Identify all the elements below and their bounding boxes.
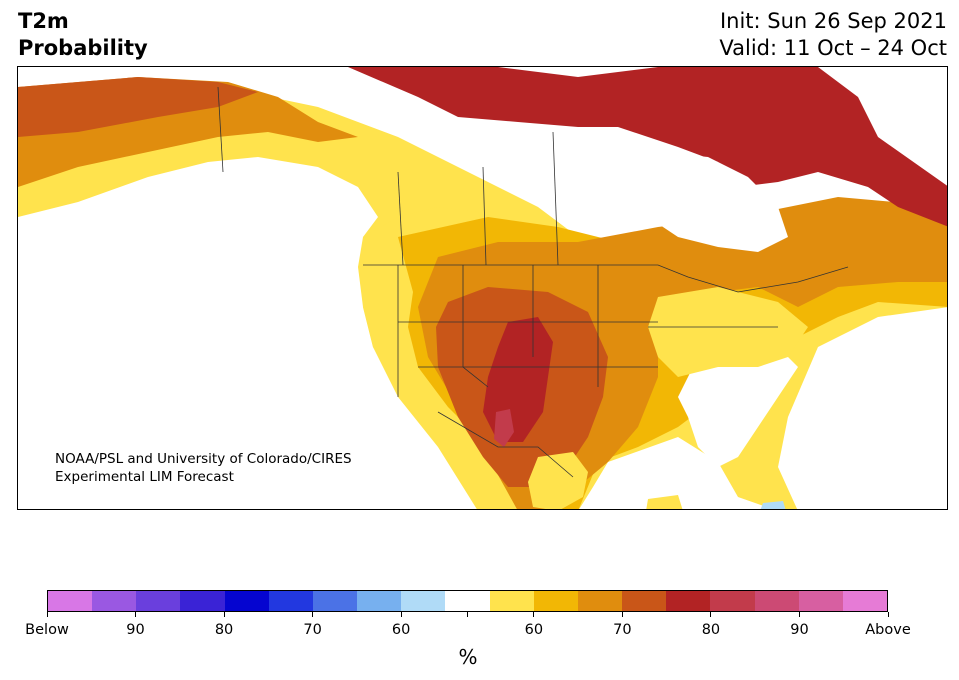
colorbar-tick-label: 90 xyxy=(126,622,145,638)
colorbar-segment xyxy=(798,591,843,611)
colorbar-segment xyxy=(754,591,799,611)
colorbar-tick-label: 80 xyxy=(701,622,721,638)
colorbar-segment xyxy=(48,591,93,611)
political-borders xyxy=(217,86,849,478)
colorbar-tick xyxy=(533,612,535,617)
colorbar-segment xyxy=(489,591,534,611)
caribbean-blue xyxy=(760,501,786,509)
map-title: T2m Probability xyxy=(18,8,148,62)
colorbar-tick-label: 80 xyxy=(214,622,234,638)
colorbar-tick xyxy=(400,612,402,617)
colorbar-tick xyxy=(710,612,712,617)
credit-line-2: Experimental LIM Forecast xyxy=(55,469,234,485)
colorbar-segment xyxy=(357,591,402,611)
colorbar-tick-label: 70 xyxy=(613,622,632,638)
map-panel xyxy=(17,66,948,510)
colorbar-tick-label: 60 xyxy=(391,622,411,638)
colorbar-segment xyxy=(533,591,578,611)
colorbar-tick xyxy=(312,612,314,617)
colorbar-segment xyxy=(92,591,137,611)
probability-map xyxy=(18,67,947,509)
colorbar-segment xyxy=(577,591,623,611)
colorbar-tick xyxy=(46,612,48,617)
southwest-red-core xyxy=(483,317,553,442)
colorbar-tick-label: 90 xyxy=(790,622,809,638)
colorbar-tick xyxy=(467,612,468,617)
map-credit: NOAA/PSL and University of Colorado/CIRE… xyxy=(55,450,352,486)
valid-dates: Valid: 11 Oct – 24 Oct xyxy=(719,36,947,60)
pacific-white xyxy=(18,157,507,509)
init-date: Init: Sun 26 Sep 2021 xyxy=(719,9,947,33)
probability-colorbar xyxy=(47,590,888,612)
colorbar-segment xyxy=(224,591,269,611)
gulf-of-mexico xyxy=(579,437,773,509)
caribbean-yellow xyxy=(646,495,683,509)
colorbar-segment xyxy=(136,591,181,611)
forecast-dates: Init: Sun 26 Sep 2021 Valid: 11 Oct – 24… xyxy=(719,8,947,62)
credit-line-1: NOAA/PSL and University of Colorado/CIRE… xyxy=(55,451,352,467)
colorbar-segment xyxy=(666,591,711,611)
atlantic xyxy=(778,307,947,509)
colorbar-segment xyxy=(710,591,755,611)
colorbar-tick xyxy=(223,612,225,617)
colorbar-tick-label: 70 xyxy=(303,622,322,638)
arctic-red xyxy=(348,67,947,227)
colorbar-tick-label: Above xyxy=(865,622,911,638)
colorbar-tick-label: Below xyxy=(25,622,69,638)
title-variable: T2m xyxy=(18,9,69,33)
colorbar-segment xyxy=(401,591,446,611)
colorbar-segment xyxy=(445,591,490,611)
colorbar-tick xyxy=(621,612,623,617)
colorbar-tick xyxy=(887,612,889,617)
alaska-dark xyxy=(18,77,258,137)
mexico-yellow xyxy=(528,452,588,509)
colorbar-tick-label: 60 xyxy=(524,622,544,638)
colorbar-segment xyxy=(312,591,358,611)
southwest-magenta-spot xyxy=(494,409,514,447)
colorbar-segment xyxy=(842,591,887,611)
colorbar-segment xyxy=(622,591,667,611)
colorbar-tick xyxy=(135,612,137,617)
colorbar-tick xyxy=(798,612,800,617)
hudson-bay xyxy=(618,152,788,252)
colorbar-unit: % xyxy=(458,645,478,669)
northeast-yellow xyxy=(648,287,808,377)
colorbar-segment xyxy=(268,591,313,611)
colorbar-segment xyxy=(180,591,225,611)
title-type: Probability xyxy=(18,36,148,60)
